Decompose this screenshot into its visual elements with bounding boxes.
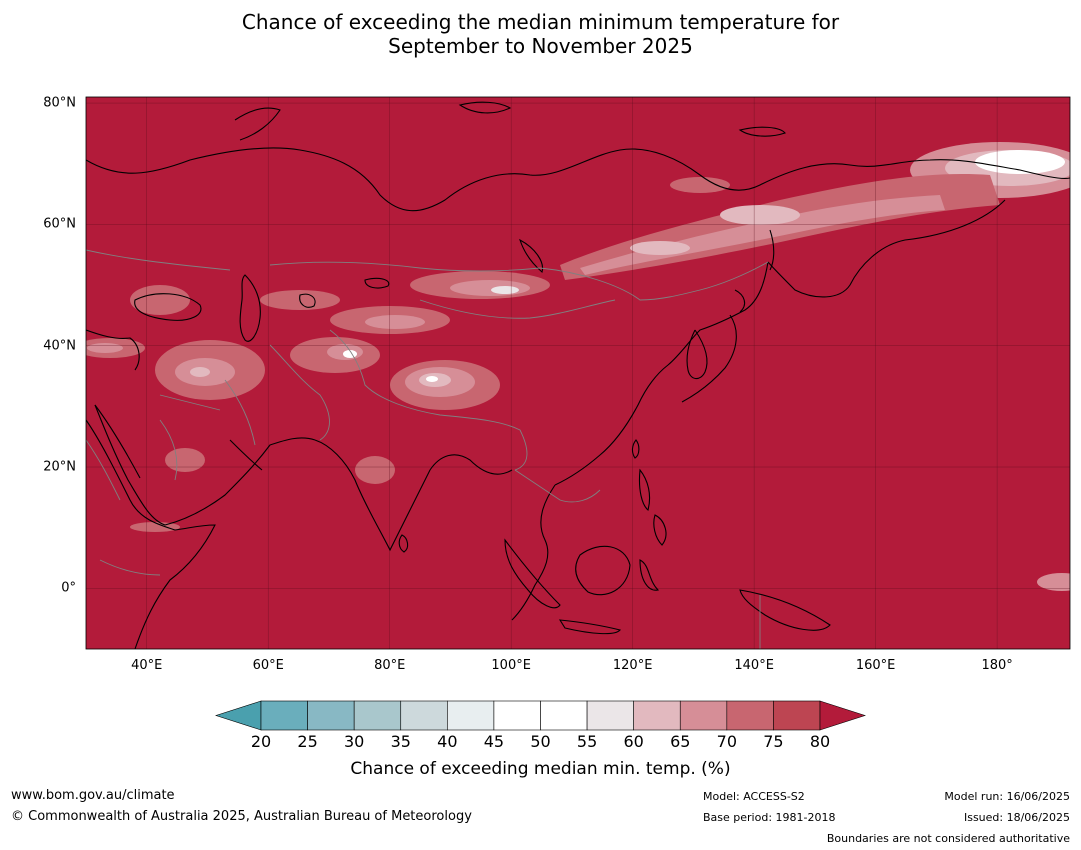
colorbar-segment: [726, 700, 774, 731]
colorbar-tick-label: 35: [390, 732, 411, 751]
anomaly-patches: [86, 142, 1070, 591]
colorbar-segment: [586, 700, 634, 731]
lat-tick-label: 60°N: [43, 216, 76, 232]
colorbar-tick-label: 45: [483, 732, 505, 751]
model-text: Model: ACCESS-S2: [703, 790, 805, 803]
colorbar-title: Chance of exceeding median min. temp. (%…: [350, 759, 731, 779]
colorbar-segment: [307, 700, 355, 731]
colorbar-segment: [679, 700, 728, 731]
lat-tick-label: 0°: [61, 580, 76, 596]
country-borders: [86, 249, 769, 649]
colorbar-tick-label: 50: [530, 732, 551, 751]
disclaimer-text: Boundaries are not considered authoritat…: [826, 832, 1070, 845]
colorbar-tick-label: 80: [809, 732, 831, 751]
copyright-text: © Commonwealth of Australia 2025, Austra…: [11, 809, 472, 824]
map-title-line2: September to November 2025: [388, 34, 693, 58]
colorbar-segment: [493, 700, 541, 731]
lon-tick-label: 160°E: [855, 658, 896, 673]
lon-tick-label: 60°E: [252, 658, 284, 673]
colorbar-tick-label: 60: [623, 732, 644, 751]
colorbar-tick-label: 20: [250, 732, 272, 751]
lon-tick-label: 40°E: [131, 658, 163, 673]
colorbar-segment: [353, 700, 402, 731]
lon-tick-label: 180°: [981, 658, 1013, 673]
map-frame: [85, 96, 1071, 650]
lat-tick-label: 80°N: [43, 95, 76, 111]
lat-tick-label: 40°N: [43, 338, 76, 354]
colorbar-segment: [260, 700, 308, 731]
website-link[interactable]: www.bom.gov.au/climate: [11, 788, 175, 803]
lon-tick-label: 120°E: [612, 658, 653, 673]
colorbar-segment: [633, 700, 681, 731]
colorbar-segment: [773, 700, 821, 731]
colorbar-under-arrow: [215, 700, 262, 731]
issued-text: Issued: 18/06/2025: [963, 811, 1070, 824]
colorbar-over-arrow: [819, 700, 866, 731]
colorbar-tick-label: 65: [670, 732, 691, 751]
graticule: [86, 97, 1070, 649]
colorbar-segment: [400, 700, 448, 731]
colorbar-tick-label: 55: [576, 732, 598, 751]
colorbar-segment: [540, 700, 588, 731]
colorbar-segment: [447, 700, 495, 731]
model-run-text: Model run: 16/06/2025: [944, 790, 1070, 803]
base-period-text: Base period: 1981-2018: [703, 811, 836, 824]
colorbar-tick-label: 70: [716, 732, 738, 751]
coastlines: [86, 101, 1070, 649]
colorbar-tick-label: 30: [343, 732, 365, 751]
map-title-line1: Chance of exceeding the median minimum t…: [241, 10, 840, 34]
colorbar-tick-label: 75: [763, 732, 784, 751]
lon-tick-label: 100°E: [491, 658, 531, 673]
lon-tick-label: 80°E: [374, 658, 406, 673]
lon-tick-label: 140°E: [734, 658, 774, 673]
lat-tick-label: 20°N: [43, 459, 76, 475]
colorbar-tick-label: 40: [437, 732, 458, 751]
colorbar-tick-label: 25: [297, 732, 318, 751]
